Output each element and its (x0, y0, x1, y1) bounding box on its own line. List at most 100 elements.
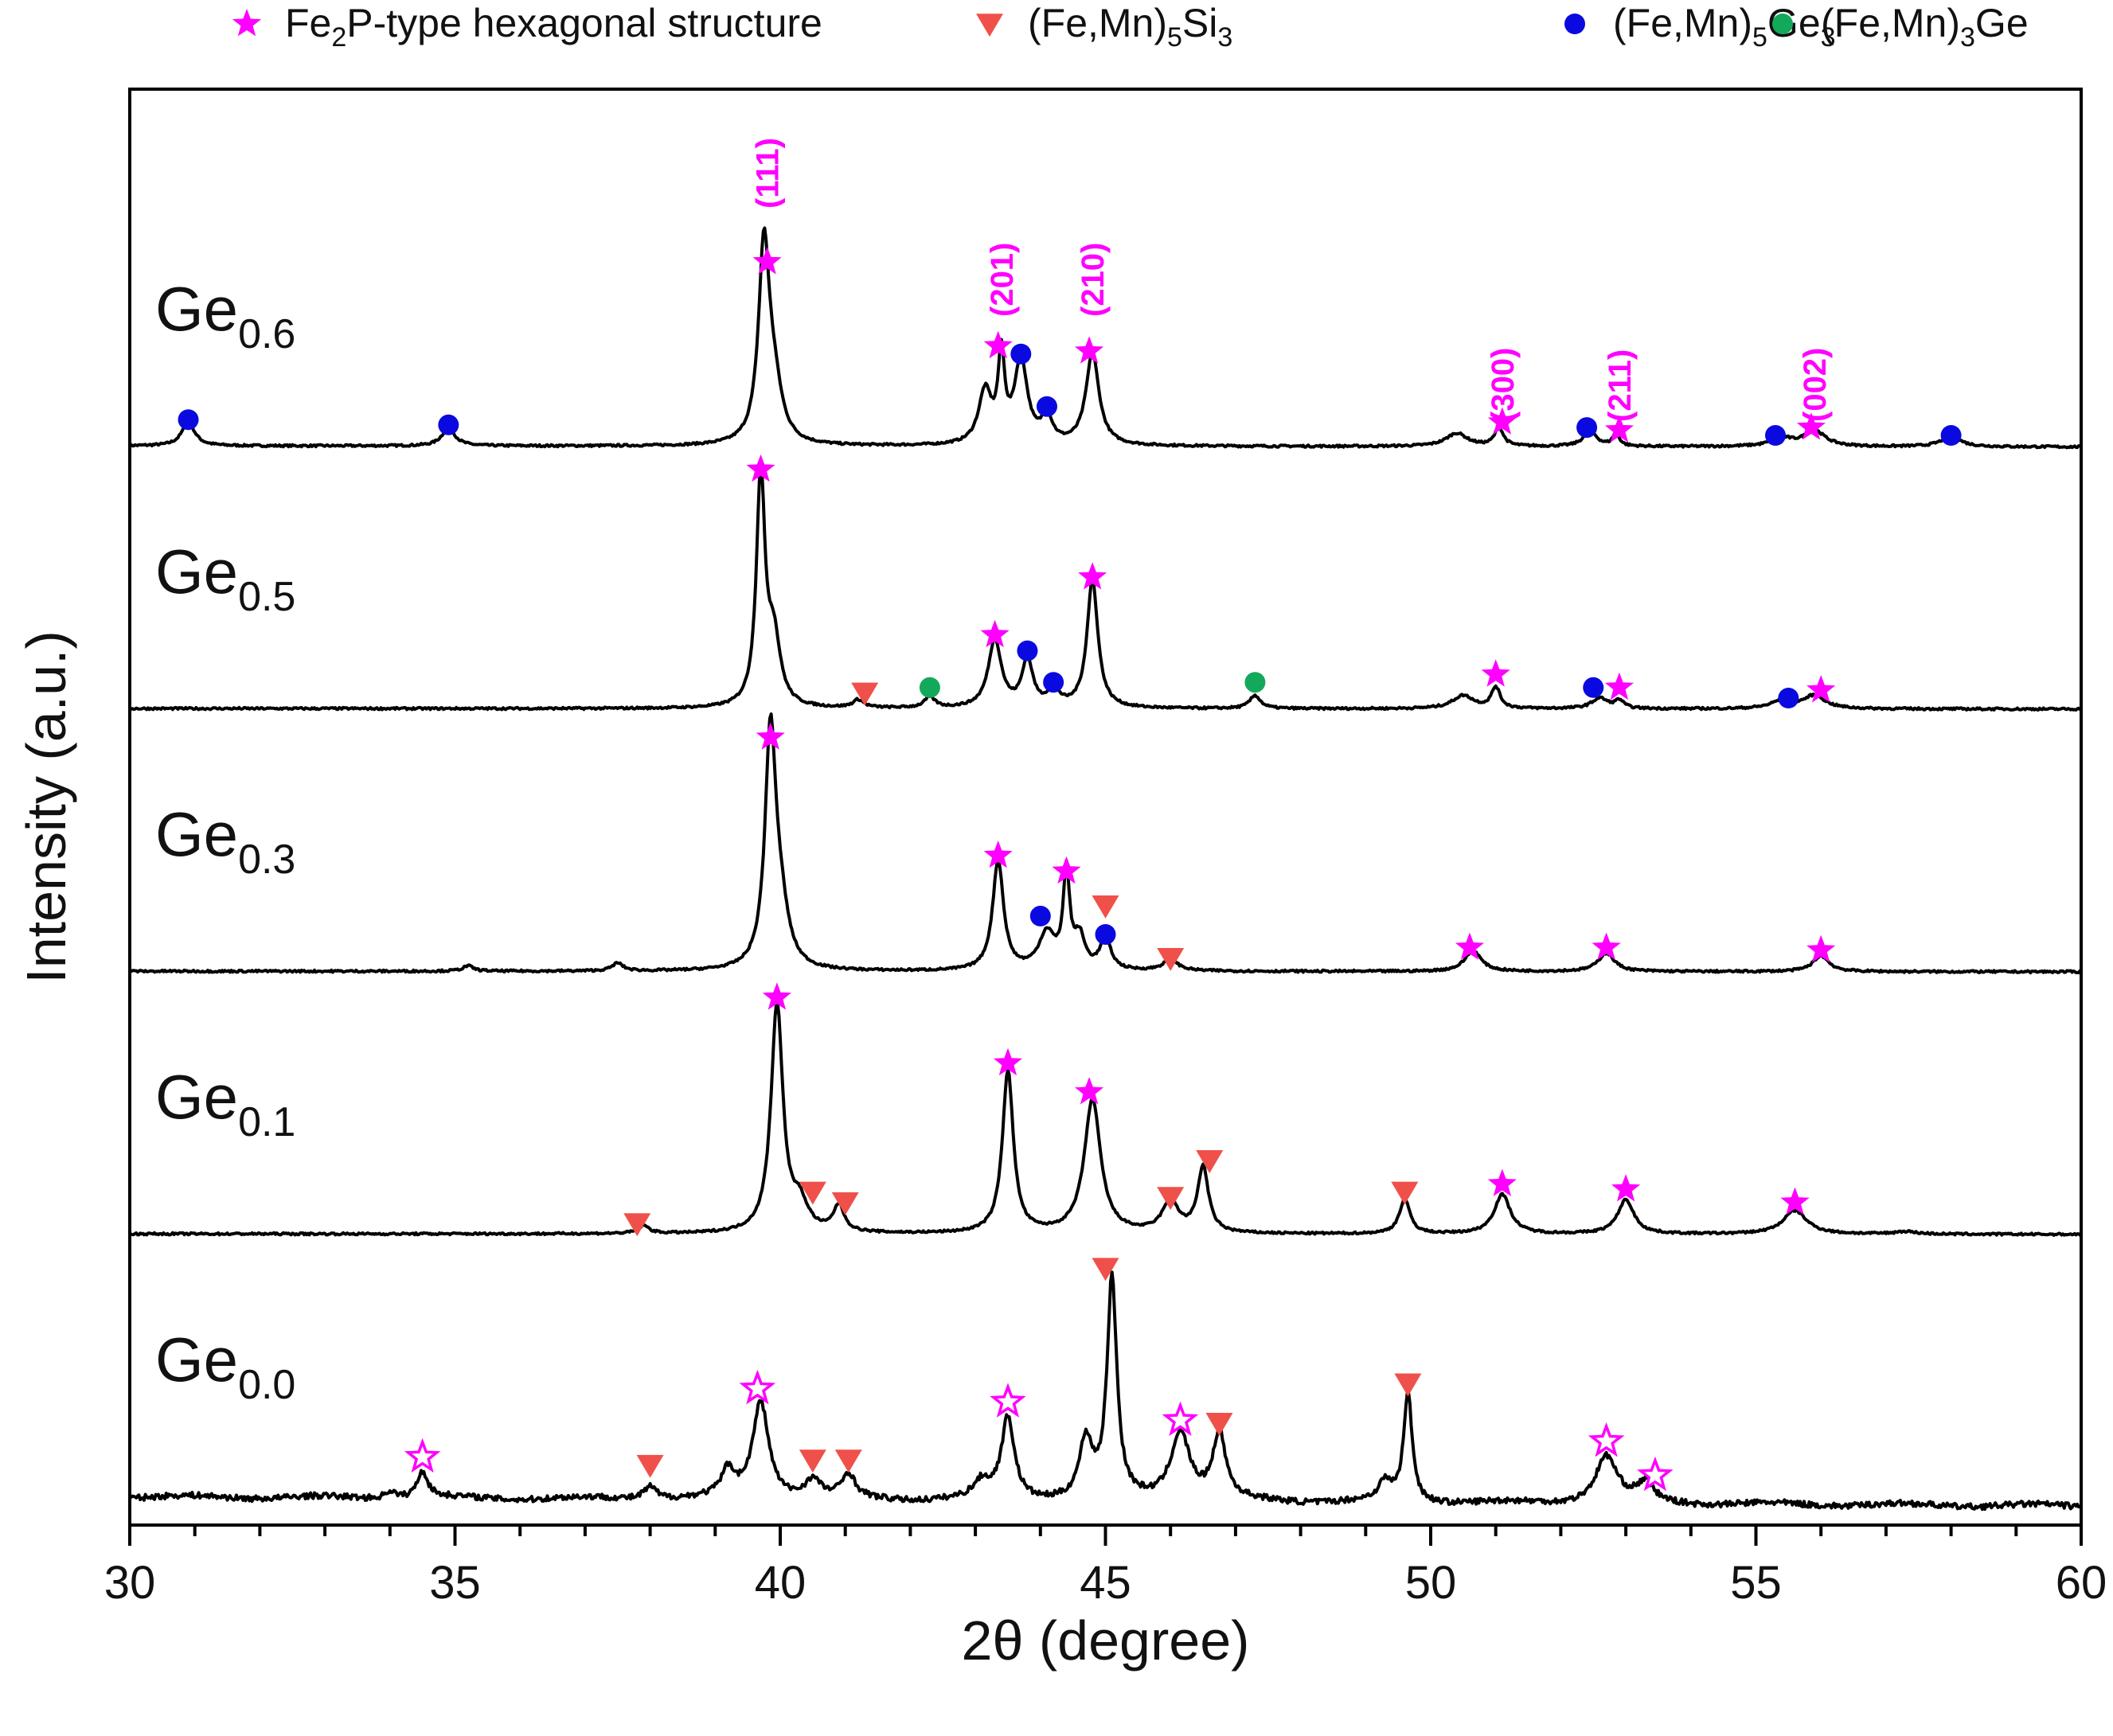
sample-label-sub: 0.0 (238, 1362, 295, 1408)
sample-label: Ge0.5 (155, 536, 295, 620)
hkl-label: (210) (1076, 243, 1111, 317)
x-tick-label: 35 (429, 1557, 481, 1609)
legend: Fe2P-type hexagonal structure (Fe,Mn)5Si3… (232, 1, 2029, 53)
sample-label-main: Ge (155, 799, 238, 869)
y-axis-title: Intensity (a.u.) (15, 630, 77, 984)
marker-star (746, 454, 775, 482)
marker-star-open (1637, 1456, 1674, 1492)
plot-area: (111)(201) (210)(300) (211) (002) Ge0.6Ge0.… (128, 138, 2083, 1512)
marker-star (980, 619, 1010, 648)
sample-label-main: Ge (155, 536, 238, 607)
legend-marker-circle (1564, 14, 1585, 34)
hkl-label: (111) (751, 138, 786, 209)
legend-text-part: Ge (1975, 1, 2029, 45)
marker-triangle-down (1205, 1413, 1233, 1436)
marker-triangle-down (1157, 947, 1185, 971)
marker-star-open (990, 1383, 1026, 1418)
marker-star-open (1588, 1422, 1625, 1457)
marker-circle (1043, 672, 1064, 693)
x-tick-label: 50 (1405, 1557, 1457, 1609)
sample-label-sub: 0.6 (238, 311, 295, 357)
hkl-label: (300) (1486, 348, 1521, 422)
trace-Ge0-5 (129, 460, 2082, 712)
legend-text-part: (Fe,Mn) (1613, 1, 1752, 45)
marker-star (762, 982, 791, 1010)
marker-circle (1940, 425, 1962, 446)
sample-label: Ge0.1 (155, 1062, 295, 1145)
marker-triangle-down (851, 682, 879, 706)
legend-marker-star (232, 9, 262, 37)
legend-label: (Fe,Mn)3Ge (1821, 1, 2029, 53)
marker-circle (1029, 905, 1051, 927)
marker-star-open (739, 1369, 776, 1405)
legend-entry: (Fe,Mn)5Si3 (976, 1, 1232, 53)
legend-label: Fe2P-type hexagonal structure (285, 1, 822, 53)
marker-star (1052, 856, 1081, 884)
marker-star (1481, 659, 1510, 687)
marker-star (983, 841, 1013, 868)
sample-label-sub: 0.5 (238, 574, 295, 620)
marker-circle (1778, 688, 1799, 708)
sample-label-sub: 0.1 (238, 1099, 295, 1145)
hkl-label: (211) (1603, 349, 1638, 422)
marker-circle (1576, 417, 1598, 439)
marker-circle (1244, 672, 1266, 693)
legend-text-part: (Fe,Mn) (1028, 1, 1167, 45)
x-tick-label: 30 (104, 1557, 156, 1609)
x-axis-title: 2θ (degree) (962, 1609, 1250, 1672)
marker-triangle-down (834, 1449, 862, 1473)
x-tick-label: 40 (755, 1557, 807, 1609)
marker-star (1604, 672, 1634, 700)
x-tick-label: 60 (2056, 1557, 2107, 1609)
marker-triangle-down (636, 1454, 664, 1478)
marker-star-open (1162, 1401, 1199, 1436)
marker-star (983, 330, 1013, 359)
marker-triangle-down (623, 1213, 651, 1237)
legend-label: (Fe,Mn)5Si3 (1028, 1, 1232, 53)
sample-label: Ge0.3 (155, 799, 295, 883)
marker-star (993, 1047, 1022, 1076)
xrd-traces (128, 226, 2083, 1512)
marker-triangle-down (831, 1192, 859, 1215)
marker-triangle-down (1391, 1181, 1419, 1205)
sample-label: Ge0.0 (155, 1324, 295, 1408)
marker-star (1075, 336, 1104, 364)
marker-circle (1017, 640, 1038, 661)
legend-sub: 3 (1960, 22, 1975, 53)
legend-sub: 2 (331, 22, 346, 53)
marker-star (1806, 934, 1836, 963)
legend-entry: (Fe,Mn)5Ge3 (1564, 1, 1836, 53)
marker-star (1487, 1168, 1517, 1196)
legend-entry: (Fe,Mn)3Ge (1772, 1, 2029, 53)
trace-Ge0-6 (128, 226, 2082, 450)
marker-star-open (404, 1438, 441, 1473)
legend-sub: 5 (1752, 22, 1767, 53)
marker-star (1796, 412, 1826, 440)
legend-marker-circle (1772, 14, 1793, 34)
hkl-label: (002) (1798, 348, 1833, 422)
marker-circle (1765, 425, 1787, 446)
marker-circle (1095, 924, 1116, 945)
x-tick-label: 55 (1730, 1557, 1782, 1609)
marker-star (1611, 1174, 1641, 1202)
marker-circle (178, 409, 199, 431)
marker-triangle-down (1196, 1150, 1224, 1173)
x-tick-label: 45 (1080, 1557, 1131, 1609)
marker-triangle-down (1394, 1373, 1422, 1397)
marker-star (1455, 932, 1485, 960)
sample-label: Ge0.6 (155, 274, 295, 357)
trace-Ge0-1 (128, 1001, 2082, 1237)
marker-circle (919, 677, 940, 698)
legend-marker-triangle-down (976, 14, 1003, 37)
marker-star (756, 722, 785, 750)
marker-triangle-down (1157, 1187, 1185, 1211)
marker-star (1078, 562, 1107, 590)
trace-Ge0-0 (128, 1270, 2083, 1512)
hkl-label: (201) (985, 243, 1020, 317)
marker-triangle-down (1092, 895, 1119, 919)
phase-markers (178, 247, 1962, 1492)
legend-text-part: P-type hexagonal structure (346, 1, 822, 45)
legend-sub: 3 (1217, 22, 1232, 53)
legend-label: (Fe,Mn)5Ge3 (1613, 1, 1836, 53)
sample-label-main: Ge (155, 1062, 238, 1132)
